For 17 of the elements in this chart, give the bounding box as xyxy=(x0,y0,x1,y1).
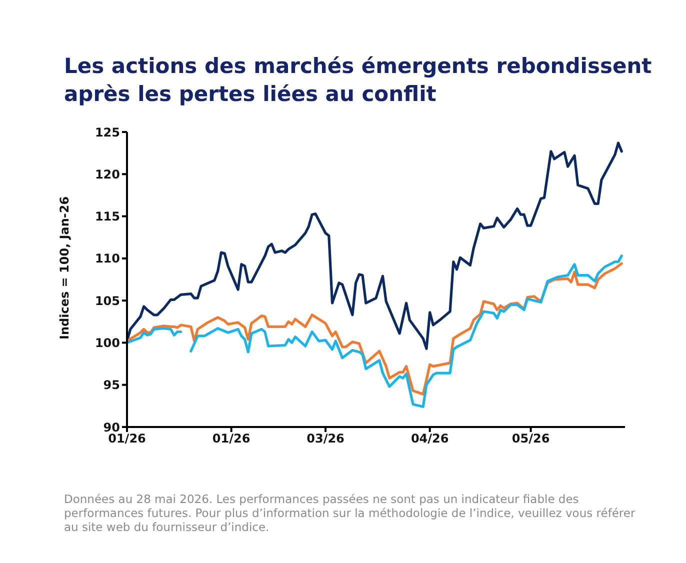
y-axis-title: Indices = 100, Jan-26 xyxy=(57,196,72,340)
text: Données au 28 mai 2026. Les performances passées ne sont pas un indicateur fiable des performances futures. Pour plus d’information sur la méthodologie de l’indice, veuillez vous référer au site web du fournisseur d’indice. xyxy=(64,492,636,534)
chart-title: Les actions des marchés émergents rebondissent après les pertes liées au conflit xyxy=(64,53,653,108)
y-tick-label: 120 xyxy=(94,167,120,182)
x-tick-label: 05/26 xyxy=(512,432,550,446)
y-tick-label: 110 xyxy=(94,252,120,266)
y-tick-label: 115 xyxy=(94,210,120,224)
y-tick-label: 100 xyxy=(94,336,120,350)
y-tick-label: 95 xyxy=(103,378,120,392)
y-tick-label: 90 xyxy=(103,420,120,434)
x-tick-label: 01/26 xyxy=(212,432,250,446)
y-tick-label: 105 xyxy=(94,294,120,308)
x-tick-label: 01/26 xyxy=(108,432,146,446)
line-series xyxy=(127,142,623,350)
y-tick-label: 125 xyxy=(94,125,120,140)
x-tick-label: 04/26 xyxy=(410,432,449,446)
x-tick-label: 03/26 xyxy=(306,432,344,446)
